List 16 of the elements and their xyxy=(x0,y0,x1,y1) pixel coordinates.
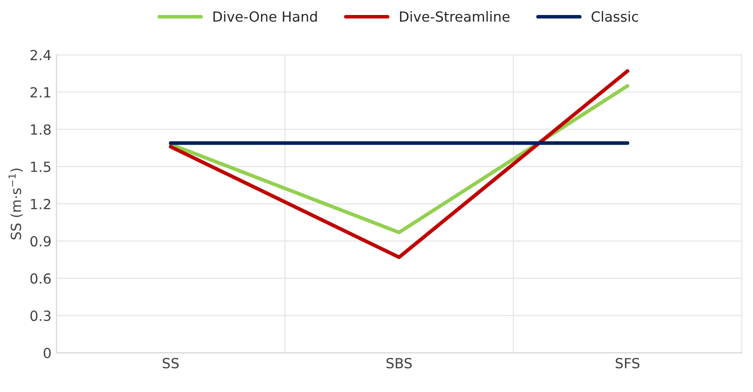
x-tick-label: SFS xyxy=(616,358,640,368)
y-axis-title: SS (m·s$^{−1}$) xyxy=(8,168,23,240)
y-tick-label: 1.8 xyxy=(31,124,51,135)
y-tick-label: 0.9 xyxy=(30,236,51,247)
y-tick-label: 2.4 xyxy=(30,50,51,60)
y-tick-label: 0.3 xyxy=(30,310,50,322)
y-tick-label: 2.1 xyxy=(30,87,50,98)
x-tick-label: SBS xyxy=(386,358,412,368)
legend-label: Classic xyxy=(592,11,638,22)
y-tick-label: 1.2 xyxy=(31,198,50,210)
legend-label: Dive-One Hand xyxy=(213,11,317,22)
legend-label: Dive-Streamline xyxy=(400,11,510,22)
y-tick-label: 1.5 xyxy=(31,162,50,172)
y-tick-label: 0 xyxy=(44,348,51,358)
x-tick-label: SS xyxy=(162,358,179,368)
y-tick-label: 0.6 xyxy=(30,273,51,284)
